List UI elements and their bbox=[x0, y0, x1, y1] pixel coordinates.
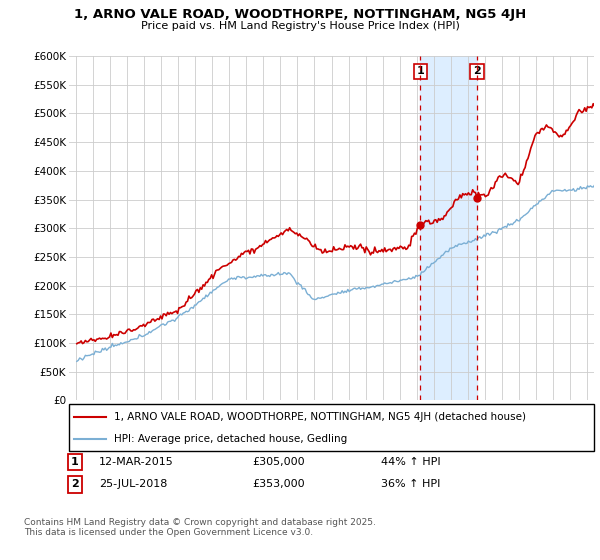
Text: HPI: Average price, detached house, Gedling: HPI: Average price, detached house, Gedl… bbox=[113, 434, 347, 444]
Text: 25-JUL-2018: 25-JUL-2018 bbox=[99, 479, 167, 489]
Text: £305,000: £305,000 bbox=[252, 457, 305, 467]
Text: 2: 2 bbox=[473, 66, 481, 76]
Text: 44% ↑ HPI: 44% ↑ HPI bbox=[381, 457, 440, 467]
Text: Contains HM Land Registry data © Crown copyright and database right 2025.
This d: Contains HM Land Registry data © Crown c… bbox=[24, 518, 376, 538]
Text: 1, ARNO VALE ROAD, WOODTHORPE, NOTTINGHAM, NG5 4JH: 1, ARNO VALE ROAD, WOODTHORPE, NOTTINGHA… bbox=[74, 8, 526, 21]
Text: 2: 2 bbox=[71, 479, 79, 489]
Text: 36% ↑ HPI: 36% ↑ HPI bbox=[381, 479, 440, 489]
Text: 1: 1 bbox=[416, 66, 424, 76]
Text: £353,000: £353,000 bbox=[252, 479, 305, 489]
Text: 1: 1 bbox=[71, 457, 79, 467]
Text: 1, ARNO VALE ROAD, WOODTHORPE, NOTTINGHAM, NG5 4JH (detached house): 1, ARNO VALE ROAD, WOODTHORPE, NOTTINGHA… bbox=[113, 412, 526, 422]
Text: Price paid vs. HM Land Registry's House Price Index (HPI): Price paid vs. HM Land Registry's House … bbox=[140, 21, 460, 31]
Bar bbox=[420, 56, 477, 400]
Text: 12-MAR-2015: 12-MAR-2015 bbox=[99, 457, 174, 467]
